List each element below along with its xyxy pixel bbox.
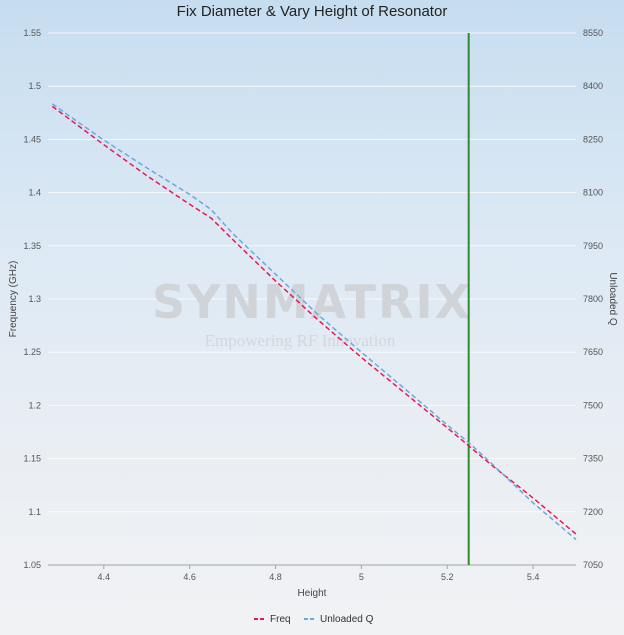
x-tick-label: 4.6 [183, 572, 196, 582]
series-line-unloaded-q[interactable] [51, 103, 577, 541]
y-axis-title: Frequency (GHz) [8, 261, 19, 338]
y2-tick-label: 7800 [583, 294, 603, 304]
right-axis-ticks: 7050 7200 7350 7500 7650 7800 7950 8100 8250 8400… [583, 28, 603, 570]
y-tick-label: 1.35 [23, 241, 41, 251]
y2-tick-label: 8400 [583, 81, 603, 91]
watermark-brand: SYNMATRIX [152, 275, 472, 329]
chart-title: Fix Diameter & Vary Height of Resonator [177, 3, 448, 20]
series-lines [51, 103, 577, 541]
y2-tick-label: 7350 [583, 454, 603, 464]
y-tick-label: 1.55 [23, 28, 41, 38]
x-tick-label: 5.4 [527, 572, 540, 582]
y2-axis-title: Unloaded Q [607, 272, 618, 326]
y2-tick-label: 7650 [583, 347, 603, 357]
grid-lines [48, 32, 576, 566]
x-tick-label: 5.2 [441, 572, 454, 582]
y2-tick-label: 8100 [583, 188, 603, 198]
y-tick-label: 1.15 [23, 454, 41, 464]
legend: Freq Unloaded Q [254, 614, 374, 625]
y-tick-label: 1.2 [28, 400, 41, 410]
y2-tick-label: 7050 [583, 560, 603, 570]
legend-item-unloaded-q[interactable]: Unloaded Q [304, 614, 374, 625]
x-tick-label: 4.8 [269, 572, 282, 582]
y2-tick-label: 7200 [583, 507, 603, 517]
left-axis-ticks: 1.05 1.1 1.15 1.2 1.25 1.3 1.35 1.4 1.45 1.5 1.55 [23, 28, 41, 570]
y-tick-label: 1.1 [28, 507, 41, 517]
legend-item-freq[interactable]: Freq [254, 614, 291, 625]
x-tick-label: 5 [359, 572, 364, 582]
watermark-tagline: Empowering RF Innovation [205, 331, 396, 350]
y2-tick-label: 8550 [583, 28, 603, 38]
legend-label-unloaded-q: Unloaded Q [320, 614, 374, 625]
x-axis-ticks: 4.4 4.6 4.8 5 5.2 5.4 [48, 564, 576, 582]
x-axis-title: Height [298, 588, 327, 599]
y2-tick-label: 7950 [583, 241, 603, 251]
y-tick-label: 1.05 [23, 560, 41, 570]
x-tick-label: 4.4 [98, 572, 111, 582]
series-line-freq[interactable] [51, 105, 577, 535]
y-tick-label: 1.5 [28, 81, 41, 91]
y-tick-label: 1.4 [28, 188, 41, 198]
y-tick-label: 1.3 [28, 294, 41, 304]
y2-tick-label: 7500 [583, 400, 603, 410]
y2-tick-label: 8250 [583, 134, 603, 144]
y-tick-label: 1.45 [23, 134, 41, 144]
legend-label-freq: Freq [270, 614, 291, 625]
watermark: SYNMATRIX Empowering RF Innovation [152, 275, 472, 350]
y-tick-label: 1.25 [23, 347, 41, 357]
